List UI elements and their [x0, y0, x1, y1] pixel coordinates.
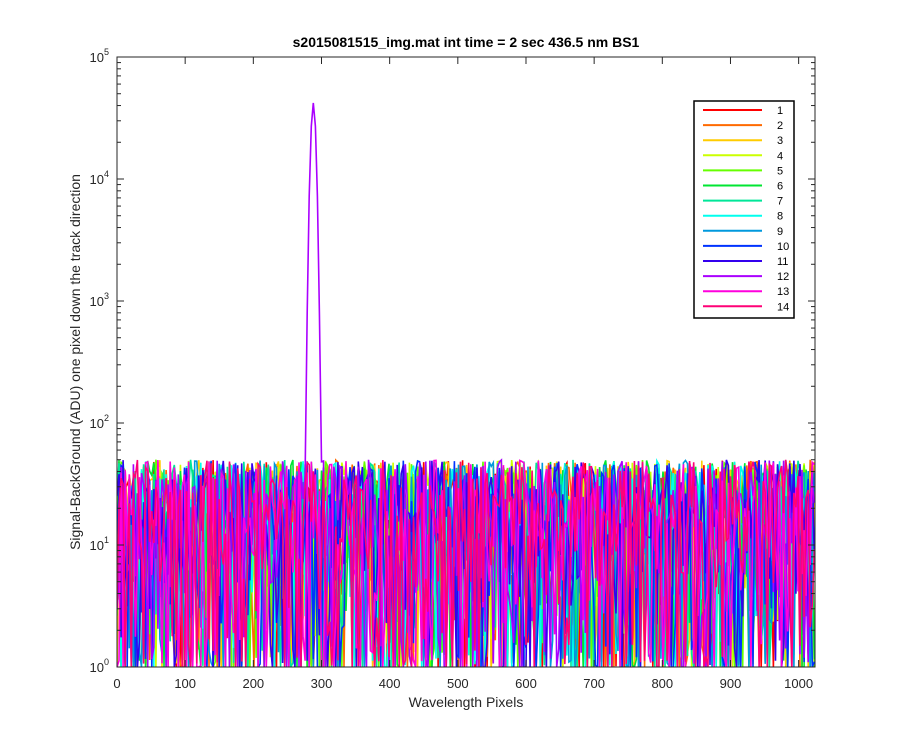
y-tick-label: 103	[90, 291, 109, 309]
legend-label-6: 6	[777, 181, 783, 193]
legend-label-14: 14	[777, 301, 789, 313]
legend-label-10: 10	[777, 241, 789, 253]
x-tick-label: 500	[447, 676, 469, 691]
x-tick-label: 200	[242, 676, 264, 691]
x-tick-label: 300	[311, 676, 333, 691]
legend-label-13: 13	[777, 286, 789, 298]
y-tick-label: 101	[90, 535, 109, 553]
x-tick-label: 1000	[784, 676, 813, 691]
x-tick-label: 0	[113, 676, 120, 691]
plot-frame	[116, 56, 816, 668]
legend-label-4: 4	[777, 150, 783, 162]
legend-label-3: 3	[777, 135, 783, 147]
x-tick-label: 400	[379, 676, 401, 691]
legend-box	[693, 100, 795, 319]
legend-label-8: 8	[777, 211, 783, 223]
y-axis-label: Signal-BackGround (ADU) one pixel down t…	[67, 174, 83, 550]
legend-label-11: 11	[777, 256, 788, 268]
y-tick-label: 104	[90, 169, 109, 187]
series-layer	[117, 102, 815, 667]
series-line-14	[117, 459, 815, 667]
axes-layer: 0 100 200 300 400 500 600 700 800 900 100010010110…	[90, 47, 815, 691]
x-tick-label: 600	[515, 676, 537, 691]
y-tick-label: 105	[90, 47, 109, 65]
x-axis-label: Wavelength Pixels	[409, 694, 524, 710]
y-tick-label: 100	[90, 657, 109, 675]
legend-label-9: 9	[777, 226, 783, 238]
x-tick-label: 800	[651, 676, 673, 691]
x-tick-label: 900	[720, 676, 742, 691]
y-tick-label: 102	[90, 413, 109, 431]
legend-label-7: 7	[777, 196, 783, 208]
legend-label-1: 1	[777, 105, 783, 117]
x-tick-label: 100	[174, 676, 196, 691]
legend-label-5: 5	[777, 165, 783, 177]
legend-label-12: 12	[777, 271, 789, 283]
x-tick-label: 700	[583, 676, 605, 691]
chart-title: s2015081515_img.mat int time = 2 sec 436…	[293, 34, 640, 50]
legend-label-2: 2	[777, 120, 783, 132]
